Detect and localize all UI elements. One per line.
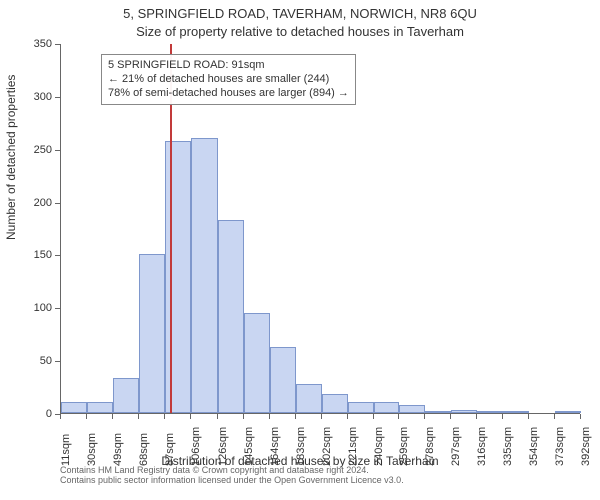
y-tick-mark — [55, 97, 60, 98]
x-tick-mark — [217, 414, 218, 419]
plot-area: 5 SPRINGFIELD ROAD: 91sqm ← 21% of detac… — [60, 44, 580, 414]
x-tick-mark — [398, 414, 399, 419]
x-tick-mark — [269, 414, 270, 419]
x-tick-mark — [502, 414, 503, 419]
x-tick-mark — [112, 414, 113, 419]
histogram-bar — [399, 405, 425, 413]
x-tick-mark — [295, 414, 296, 419]
y-tick-label: 200 — [0, 197, 52, 209]
y-tick-label: 350 — [0, 38, 52, 50]
x-tick-mark — [528, 414, 529, 419]
y-tick-mark — [55, 308, 60, 309]
x-tick-mark — [424, 414, 425, 419]
x-tick-mark — [164, 414, 165, 419]
y-tick-mark — [55, 203, 60, 204]
y-tick-label: 250 — [0, 144, 52, 156]
y-tick-label: 50 — [0, 355, 52, 367]
y-tick-mark — [55, 255, 60, 256]
x-tick-mark — [450, 414, 451, 419]
y-tick-label: 150 — [0, 249, 52, 261]
x-tick-mark — [138, 414, 139, 419]
annotation-line-2: ← 21% of detached houses are smaller (24… — [108, 73, 349, 87]
histogram-bar — [165, 141, 191, 413]
histogram-bar — [425, 411, 451, 413]
histogram-bar — [555, 411, 581, 413]
credit-line-2: Contains public sector information licen… — [60, 476, 404, 486]
y-tick-mark — [55, 44, 60, 45]
y-tick-mark — [55, 150, 60, 151]
histogram-bar — [296, 384, 322, 413]
y-tick-label: 0 — [0, 408, 52, 420]
x-tick-mark — [60, 414, 61, 419]
chart-container: 5, SPRINGFIELD ROAD, TAVERHAM, NORWICH, … — [0, 0, 600, 500]
x-tick-mark — [243, 414, 244, 419]
chart-title-sub: Size of property relative to detached ho… — [0, 24, 600, 39]
x-tick-mark — [476, 414, 477, 419]
histogram-bar — [139, 254, 165, 413]
histogram-bar — [244, 313, 270, 413]
histogram-bar — [218, 220, 244, 413]
credit-text: Contains HM Land Registry data © Crown c… — [60, 466, 404, 486]
histogram-bar — [87, 402, 113, 413]
histogram-bar — [348, 402, 374, 413]
histogram-bar — [113, 378, 139, 413]
y-tick-label: 100 — [0, 302, 52, 314]
annotation-box: 5 SPRINGFIELD ROAD: 91sqm ← 21% of detac… — [101, 54, 356, 105]
y-tick-mark — [55, 361, 60, 362]
histogram-bar — [374, 402, 400, 413]
annotation-line-1: 5 SPRINGFIELD ROAD: 91sqm — [108, 59, 349, 73]
histogram-bar — [451, 410, 477, 413]
x-tick-mark — [321, 414, 322, 419]
histogram-bar — [477, 411, 503, 413]
annotation-line-3: 78% of semi-detached houses are larger (… — [108, 87, 349, 101]
histogram-bar — [503, 411, 529, 413]
x-tick-mark — [373, 414, 374, 419]
histogram-bar — [61, 402, 87, 413]
x-tick-mark — [190, 414, 191, 419]
histogram-bar — [322, 394, 348, 413]
chart-title-main: 5, SPRINGFIELD ROAD, TAVERHAM, NORWICH, … — [0, 6, 600, 21]
x-tick-mark — [554, 414, 555, 419]
x-tick-mark — [580, 414, 581, 419]
y-tick-label: 300 — [0, 91, 52, 103]
x-tick-mark — [86, 414, 87, 419]
x-tick-mark — [347, 414, 348, 419]
histogram-bar — [191, 138, 218, 413]
histogram-bar — [270, 347, 296, 413]
